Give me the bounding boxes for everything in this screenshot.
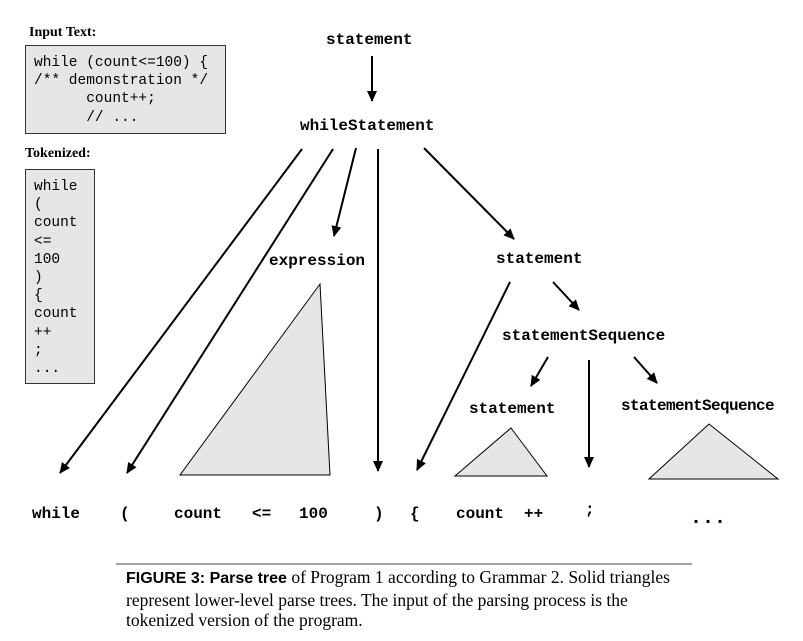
token-item: {	[34, 288, 43, 305]
leaf-close-paren: )	[374, 505, 384, 523]
token-item: while	[34, 179, 78, 195]
token-item: 100	[34, 251, 61, 268]
token-item: )	[34, 270, 43, 287]
edge-to-statement-sequence-inner	[633, 356, 658, 384]
tokenized-label: Tokenized:	[25, 146, 91, 161]
input-text-box: while (count<=100) { /** demonstration *…	[25, 45, 226, 134]
node-whilestatement: whileStatement	[300, 117, 435, 135]
input-text-label: Input Text:	[29, 25, 97, 40]
token-item: count	[34, 306, 78, 323]
input-line: while (count<=100) {	[34, 55, 209, 71]
token-item: ...	[34, 361, 61, 378]
node-statement-sequence-inner: statementSequence	[621, 397, 775, 415]
edge-to-statement-right	[423, 147, 515, 240]
input-line: /** demonstration */	[34, 73, 209, 90]
figure-caption: FIGURE 3: Parse tree of Program 1 accord…	[126, 567, 692, 631]
leaf-less-equal: <=	[252, 505, 272, 523]
token-item: count	[34, 215, 78, 232]
leaf-semicolon: ;	[585, 501, 595, 519]
leaf-open-brace: {	[410, 505, 420, 523]
input-line: count++;	[34, 91, 156, 108]
edge-to-open-paren	[126, 148, 334, 474]
statement-sequence-subtree-triangle	[647, 423, 780, 480]
leaf-100: 100	[299, 505, 328, 523]
edge-to-while	[59, 148, 303, 474]
edge-to-expression	[331, 147, 357, 237]
token-item: (	[34, 197, 43, 214]
edge-to-statement-sequence	[552, 281, 580, 311]
token-item: <=	[34, 233, 52, 250]
leaf-plusplus: ++	[524, 505, 544, 523]
input-line: // ...	[34, 109, 139, 126]
caption-heading: FIGURE 3: Parse tree	[126, 570, 287, 587]
node-statement-root: statement	[326, 31, 413, 49]
node-statement-inner: statement	[469, 400, 556, 418]
token-item: ;	[34, 342, 43, 359]
tokenized-box: while ( count <= 100 ) { count ++ ; ...	[25, 169, 95, 384]
node-expression: expression	[269, 252, 366, 270]
leaf-count-2: count	[456, 505, 505, 523]
statement-subtree-triangle	[453, 427, 548, 477]
caption-text: of Program 1 according to Grammar 2. Sol…	[126, 567, 670, 630]
leaf-while: while	[32, 505, 81, 523]
expression-subtree-triangle	[179, 282, 331, 476]
leaf-ellipsis: ...	[690, 507, 727, 530]
node-statement-sequence: statementSequence	[502, 327, 666, 345]
token-item: ++	[34, 324, 52, 341]
edge-to-open-brace	[416, 281, 511, 471]
edge-to-statement-inner	[530, 356, 549, 387]
leaf-count: count	[174, 505, 223, 523]
leaf-open-paren: (	[120, 505, 130, 523]
node-statement-right: statement	[496, 250, 583, 268]
